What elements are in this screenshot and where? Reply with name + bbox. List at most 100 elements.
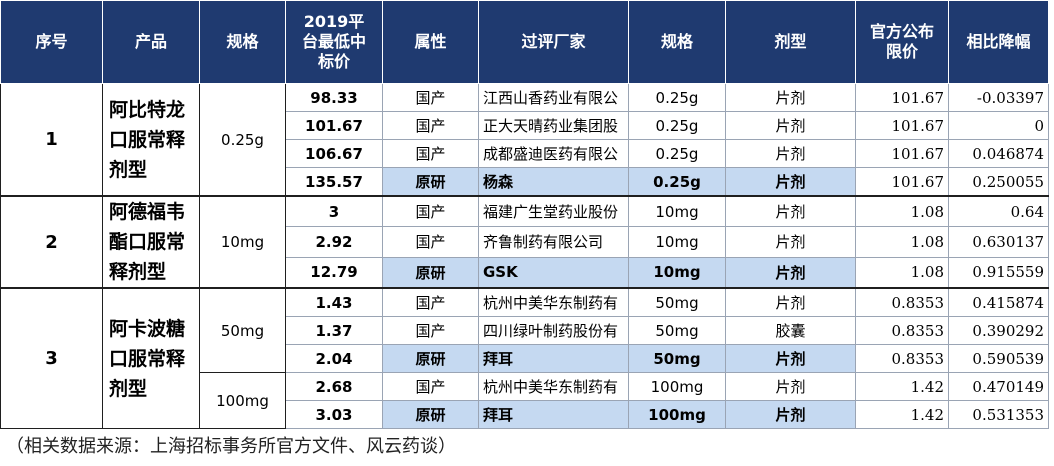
price-comparison-table: 序号 产品 规格 2019平台最低中标价 属性 过评厂家 规格 剂型 官方公布限… [0, 0, 1049, 429]
manufacturer-cell: 正大天晴药业集团股 [478, 111, 629, 140]
manufacturer-cell: 四川绿叶制药股份有 [478, 316, 629, 345]
drop-cell: 0.415874 [948, 287, 1049, 317]
header-drop: 相比降幅 [948, 0, 1049, 84]
attr-cell: 国产 [382, 195, 479, 228]
price-cell: 98.33 [285, 83, 383, 112]
attr-cell: 原研 [382, 167, 479, 197]
table-row: 2 阿德福韦酯口服常释剂型 10mg 3 国产 福建广生堂药业股份 10mg 片… [0, 195, 1049, 289]
seq-cell: 1 [0, 83, 103, 197]
form-cell: 片剂 [725, 83, 856, 112]
header-spec: 规格 [199, 0, 286, 84]
price-cell: 1.37 [285, 316, 383, 345]
spec2-cell: 10mg [628, 256, 726, 289]
product-cell: 阿比特龙口服常释剂型 [102, 83, 200, 197]
seq-cell: 3 [0, 287, 103, 429]
price-cell: 106.67 [285, 139, 383, 168]
spec2-cell: 100mg [628, 372, 726, 401]
header-product: 产品 [102, 0, 200, 84]
official-cell: 101.67 [855, 139, 949, 168]
drop-cell: -0.03397 [948, 83, 1049, 112]
manufacturer-cell: 杭州中美华东制药有 [478, 287, 629, 317]
attr-cell: 原研 [382, 400, 479, 429]
drop-cell: 0.531353 [948, 400, 1049, 429]
header-manufacturer: 过评厂家 [478, 0, 629, 84]
attr-cell: 国产 [382, 83, 479, 112]
drop-cell: 0.250055 [948, 167, 1049, 197]
drop-cell: 0.390292 [948, 316, 1049, 345]
official-cell: 1.08 [855, 195, 949, 228]
product-cell: 阿德福韦酯口服常释剂型 [102, 195, 200, 289]
product-cell: 阿卡波糖口服常释剂型 [102, 287, 200, 429]
spec2-cell: 50mg [628, 316, 726, 345]
price-cell: 101.67 [285, 111, 383, 140]
manufacturer-cell: GSK [478, 256, 629, 289]
price-cell: 2.92 [285, 226, 383, 258]
manufacturer-cell: 杭州中美华东制药有 [478, 372, 629, 401]
price-cell: 2.68 [285, 372, 383, 401]
form-cell: 片剂 [725, 167, 856, 197]
manufacturer-cell: 成都盛迪医药有限公 [478, 139, 629, 168]
form-cell: 片剂 [725, 344, 856, 373]
header-spec-2: 规格 [628, 0, 726, 84]
spec2-cell: 10mg [628, 195, 726, 228]
drop-cell: 0.470149 [948, 372, 1049, 401]
spec2-cell: 50mg [628, 344, 726, 373]
official-cell: 0.8353 [855, 316, 949, 345]
header-2019-price: 2019平台最低中标价 [285, 0, 383, 84]
table-row: 3 阿卡波糖口服常释剂型 50mg 1.43 国产 杭州中美华东制药有 50mg… [0, 287, 1049, 429]
spec-cell: 100mg [199, 372, 286, 429]
official-cell: 0.8353 [855, 287, 949, 317]
form-cell: 片剂 [725, 372, 856, 401]
header-seq: 序号 [0, 0, 103, 84]
official-cell: 1.42 [855, 400, 949, 429]
manufacturer-cell: 拜耳 [478, 400, 629, 429]
attr-cell: 国产 [382, 226, 479, 258]
price-cell: 3 [285, 195, 383, 228]
drop-cell: 0.590539 [948, 344, 1049, 373]
table-row: 2.92 国产 齐鲁制药有限公司 10mg 片剂 1.08 0.630137 [1, 226, 1049, 258]
manufacturer-cell: 福建广生堂药业股份 [478, 195, 629, 228]
spec-cell: 10mg [199, 195, 286, 289]
form-cell: 片剂 [725, 287, 856, 317]
manufacturer-cell: 杨森 [478, 167, 629, 197]
table-row: 101.67 国产 正大天晴药业集团股 0.25g 片剂 101.67 0 [1, 111, 1049, 140]
official-cell: 1.08 [855, 226, 949, 258]
table-row-original: 3.03 原研 拜耳 100mg 片剂 1.42 0.531353 [1, 400, 1049, 429]
drop-cell: 0.915559 [948, 256, 1049, 289]
header-row: 序号 产品 规格 2019平台最低中标价 属性 过评厂家 规格 剂型 官方公布限… [0, 0, 1049, 84]
header-official-price: 官方公布限价 [855, 0, 949, 84]
manufacturer-cell: 江西山香药业有限公 [478, 83, 629, 112]
header-form: 剂型 [725, 0, 856, 84]
spec2-cell: 0.25g [628, 167, 726, 197]
spec-cell: 50mg [199, 287, 286, 373]
official-cell: 1.42 [855, 372, 949, 401]
form-cell: 片剂 [725, 195, 856, 228]
table-row: 1 阿比特龙口服常释剂型 0.25g 98.33 国产 江西山香药业有限公 0.… [0, 83, 1049, 197]
table-row: 1.37 国产 四川绿叶制药股份有 50mg 胶囊 0.8353 0.39029… [1, 316, 1049, 345]
official-cell: 101.67 [855, 167, 949, 197]
price-cell: 12.79 [285, 256, 383, 289]
official-cell: 101.67 [855, 83, 949, 112]
drop-cell: 0.630137 [948, 226, 1049, 258]
official-cell: 101.67 [855, 111, 949, 140]
drop-cell: 0.046874 [948, 139, 1049, 168]
manufacturer-cell: 拜耳 [478, 344, 629, 373]
header-attribute: 属性 [382, 0, 479, 84]
attr-cell: 国产 [382, 372, 479, 401]
spec2-cell: 10mg [628, 226, 726, 258]
table-row-original: 2.04 原研 拜耳 50mg 片剂 0.8353 0.590539 [1, 344, 1049, 373]
attr-cell: 原研 [382, 344, 479, 373]
table-row: 106.67 国产 成都盛迪医药有限公 0.25g 片剂 101.67 0.04… [1, 139, 1049, 168]
attr-cell: 国产 [382, 139, 479, 168]
form-cell: 片剂 [725, 139, 856, 168]
manufacturer-cell: 齐鲁制药有限公司 [478, 226, 629, 258]
attr-cell: 国产 [382, 111, 479, 140]
spec2-cell: 0.25g [628, 139, 726, 168]
price-cell: 3.03 [285, 400, 383, 429]
form-cell: 片剂 [725, 111, 856, 140]
spec-cell: 0.25g [199, 83, 286, 197]
form-cell: 片剂 [725, 226, 856, 258]
seq-cell: 2 [0, 195, 103, 289]
price-cell: 135.57 [285, 167, 383, 197]
form-cell: 片剂 [725, 256, 856, 289]
